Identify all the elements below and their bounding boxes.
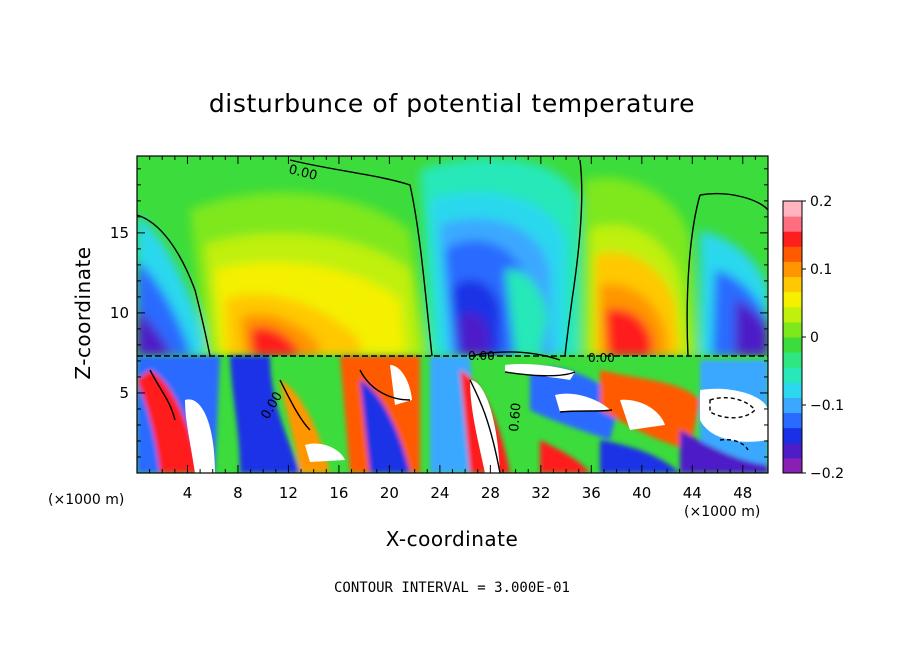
colorbar-band — [783, 442, 802, 459]
x-tick-label: 36 — [582, 484, 601, 502]
colorbar-band — [783, 261, 802, 278]
x-tick-label: 24 — [430, 484, 449, 502]
x-axis-title: X-coordinate — [386, 527, 519, 551]
x-tick-label: 48 — [733, 484, 752, 502]
chart-title: disturbunce of potential temperature — [209, 89, 695, 118]
colorbar-band — [783, 457, 802, 474]
plot-area: 0.00 0.00 0.00 0.60 0.00 — [137, 156, 768, 473]
contour-labels: 0.00 0.00 0.00 0.60 0.00 — [258, 162, 614, 432]
colorbar — [783, 201, 802, 474]
upper-field — [137, 157, 768, 356]
contour-lines — [137, 159, 768, 473]
colorbar-band — [783, 216, 802, 232]
x-unit-right: (×1000 m) — [684, 504, 760, 520]
x-tick-label: 8 — [233, 484, 243, 502]
lower-field — [137, 356, 768, 473]
y-axis: 5 10 15 — [110, 168, 768, 458]
x-tick-label: 20 — [380, 484, 399, 502]
colorbar-band — [783, 382, 802, 398]
contour-label: 0.00 — [468, 349, 495, 363]
y-tick-label: 15 — [110, 224, 129, 242]
contour-label: 0.60 — [507, 402, 524, 432]
contour-label: 0.00 — [287, 162, 319, 184]
colorbar-tick-label: 0 — [810, 330, 819, 346]
x-tick-label: 12 — [279, 484, 298, 502]
colorbar-band — [783, 306, 802, 323]
colorbar-ticks: 0.2 0.1 0 −0.1 −0.2 — [802, 194, 844, 482]
colorbar-tick-label: 0.1 — [810, 262, 832, 278]
colorbar-tick-label: 0.2 — [810, 194, 832, 210]
colorbar-band — [783, 397, 802, 414]
colorbar-band — [783, 352, 802, 368]
colorbar-band — [783, 427, 802, 444]
colorbar-tick-label: −0.2 — [810, 466, 844, 482]
y-tick-label: 5 — [119, 384, 129, 402]
colorbar-band — [783, 367, 802, 383]
colorbar-band — [783, 246, 802, 262]
x-tick-label: 40 — [632, 484, 651, 502]
colorbar-band — [783, 412, 802, 429]
x-tick-label: 32 — [531, 484, 550, 502]
colorbar-band — [783, 231, 802, 247]
x-unit-left: (×1000 m) — [48, 492, 124, 508]
y-axis-title: Z-coordinate — [71, 246, 95, 379]
colorbar-tick-label: −0.1 — [810, 398, 844, 414]
x-tick-label: 16 — [329, 484, 348, 502]
contour-interval-caption: CONTOUR INTERVAL = 3.000E-01 — [334, 580, 570, 596]
y-tick-label: 10 — [110, 304, 129, 322]
x-tick-label: 44 — [683, 484, 702, 502]
colorbar-band — [783, 337, 802, 353]
x-tick-label: 4 — [183, 484, 193, 502]
colorbar-band — [783, 201, 802, 217]
x-axis: 4 8 12 16 20 24 28 32 36 40 44 48 — [149, 156, 756, 502]
colorbar-band — [783, 276, 802, 293]
contour-label: 0.00 — [588, 351, 615, 365]
colorbar-band — [783, 321, 802, 338]
colorbar-band — [783, 291, 802, 308]
x-tick-label: 28 — [481, 484, 500, 502]
